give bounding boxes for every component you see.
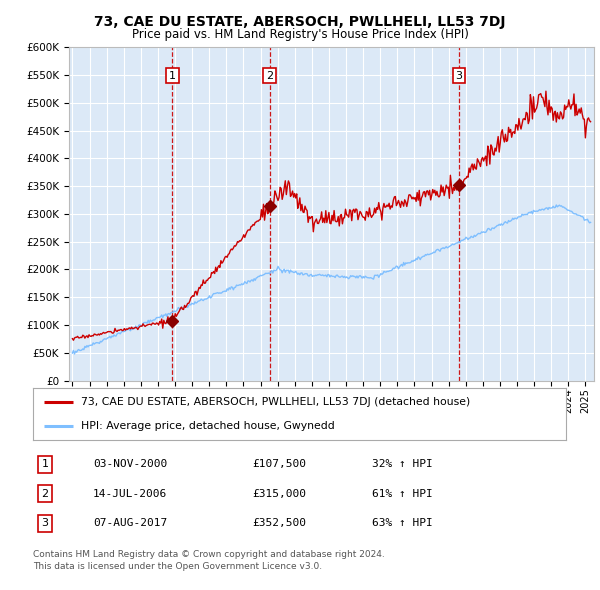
Text: 63% ↑ HPI: 63% ↑ HPI <box>372 519 433 528</box>
Text: £107,500: £107,500 <box>252 460 306 469</box>
Text: 73, CAE DU ESTATE, ABERSOCH, PWLLHELI, LL53 7DJ: 73, CAE DU ESTATE, ABERSOCH, PWLLHELI, L… <box>94 15 506 30</box>
Text: 61% ↑ HPI: 61% ↑ HPI <box>372 489 433 499</box>
Text: 03-NOV-2000: 03-NOV-2000 <box>93 460 167 469</box>
Text: Price paid vs. HM Land Registry's House Price Index (HPI): Price paid vs. HM Land Registry's House … <box>131 28 469 41</box>
Text: 2: 2 <box>266 71 274 80</box>
Text: £315,000: £315,000 <box>252 489 306 499</box>
Text: 3: 3 <box>455 71 463 80</box>
Text: 1: 1 <box>169 71 176 80</box>
Text: 2: 2 <box>41 489 49 499</box>
Text: Contains HM Land Registry data © Crown copyright and database right 2024.: Contains HM Land Registry data © Crown c… <box>33 550 385 559</box>
Text: HPI: Average price, detached house, Gwynedd: HPI: Average price, detached house, Gwyn… <box>81 421 335 431</box>
Text: 3: 3 <box>41 519 49 528</box>
Text: 14-JUL-2006: 14-JUL-2006 <box>93 489 167 499</box>
Text: £352,500: £352,500 <box>252 519 306 528</box>
Text: 32% ↑ HPI: 32% ↑ HPI <box>372 460 433 469</box>
Text: 1: 1 <box>41 460 49 469</box>
Text: This data is licensed under the Open Government Licence v3.0.: This data is licensed under the Open Gov… <box>33 562 322 571</box>
Text: 73, CAE DU ESTATE, ABERSOCH, PWLLHELI, LL53 7DJ (detached house): 73, CAE DU ESTATE, ABERSOCH, PWLLHELI, L… <box>81 397 470 407</box>
Text: 07-AUG-2017: 07-AUG-2017 <box>93 519 167 528</box>
